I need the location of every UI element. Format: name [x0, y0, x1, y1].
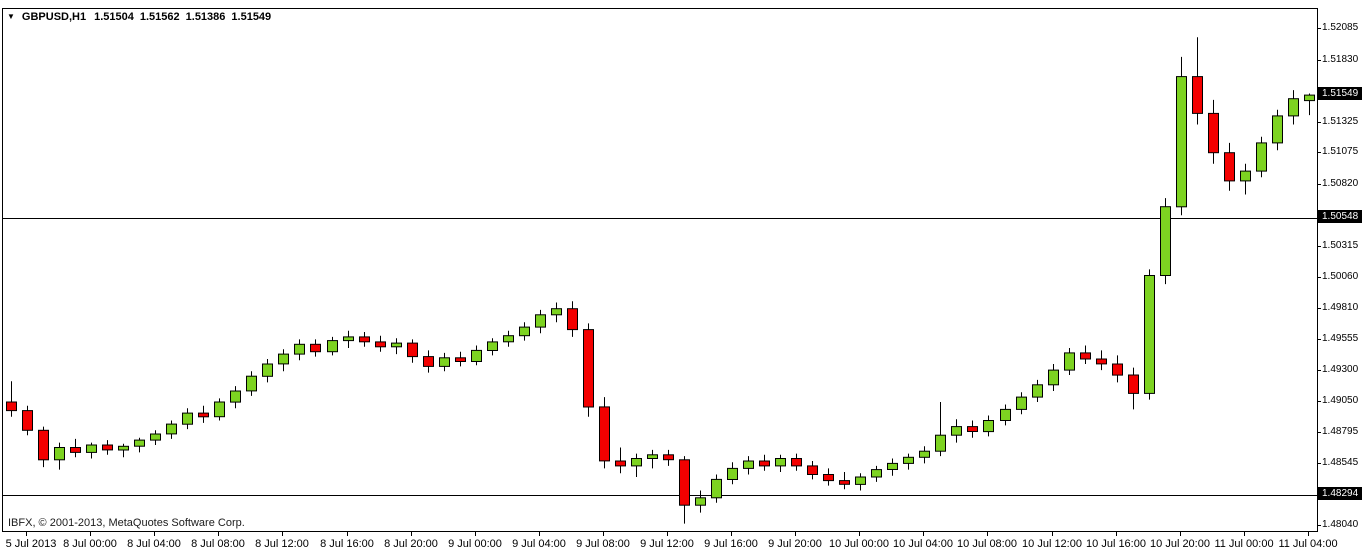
time-axis-tick [475, 532, 476, 536]
time-axis-label: 11 Jul 04:00 [1278, 538, 1338, 550]
chart-plot-area[interactable]: ▼ GBPUSD,H1 1.51504 1.51562 1.51386 1.51… [2, 8, 1318, 532]
time-axis-tick [282, 532, 283, 536]
price-axis-label: 1.50060 [1322, 271, 1359, 282]
candlestick-chart[interactable] [3, 9, 1317, 531]
time-axis-tick [987, 532, 988, 536]
time-axis[interactable]: 5 Jul 2013 8 Jul 00:00 8 Jul 04:00 8 Jul 08… [0, 532, 1362, 557]
price-marker-hline-level: 1.50548 [1318, 210, 1362, 223]
time-axis-tick [90, 532, 91, 536]
price-marker-current-price: 1.51549 [1318, 87, 1362, 100]
time-axis-tick [603, 532, 604, 536]
price-axis-label: 1.50315 [1322, 240, 1359, 251]
time-axis-tick [411, 532, 412, 536]
symbol-timeframe-label: GBPUSD,H1 [21, 11, 87, 23]
price-axis-label: 1.52085 [1322, 22, 1359, 33]
time-axis-tick [859, 532, 860, 536]
price-axis-tick [1318, 28, 1321, 29]
price-axis-label: 1.50820 [1322, 178, 1359, 189]
time-axis-tick [667, 532, 668, 536]
copyright-label: IBFX, © 2001-2013, MetaQuotes Software C… [8, 517, 245, 529]
price-axis-label: 1.49050 [1322, 395, 1359, 406]
time-axis-label: 9 Jul 08:00 [576, 538, 630, 550]
chart-dropdown-icon[interactable]: ▼ [7, 12, 15, 21]
time-axis-tick [1116, 532, 1117, 536]
time-axis-tick [1244, 532, 1245, 536]
time-axis-label: 9 Jul 20:00 [768, 538, 822, 550]
price-axis-tick [1318, 60, 1321, 61]
time-axis-tick [218, 532, 219, 536]
price-axis-tick [1318, 432, 1321, 433]
time-axis-tick [1308, 532, 1309, 536]
time-axis-label: 9 Jul 00:00 [448, 538, 502, 550]
quote-low: 1.51386 [185, 11, 226, 23]
price-axis-tick [1318, 370, 1321, 371]
price-axis-label: 1.51325 [1322, 116, 1359, 127]
quote-close: 1.51549 [231, 11, 272, 23]
time-axis-label: 8 Jul 04:00 [127, 538, 181, 550]
price-axis-tick [1318, 277, 1321, 278]
time-axis-tick [1052, 532, 1053, 536]
time-axis-tick [795, 532, 796, 536]
price-axis-tick [1318, 152, 1321, 153]
price-axis-label: 1.48040 [1322, 519, 1359, 530]
time-axis-label: 9 Jul 16:00 [704, 538, 758, 550]
price-marker-hline-level: 1.48294 [1318, 487, 1362, 500]
time-axis-label: 8 Jul 20:00 [384, 538, 438, 550]
quote-open: 1.51504 [94, 11, 134, 23]
time-axis-label: 8 Jul 08:00 [191, 538, 245, 550]
price-axis-label: 1.48545 [1322, 457, 1359, 468]
time-axis-tick [923, 532, 924, 536]
time-axis-tick [26, 532, 27, 536]
price-axis-label: 1.51075 [1322, 146, 1359, 157]
time-axis-label: 10 Jul 16:00 [1086, 538, 1146, 550]
time-axis-label: 10 Jul 20:00 [1150, 538, 1210, 550]
quote-high: 1.51562 [139, 11, 180, 23]
time-axis-tick [1180, 532, 1181, 536]
time-axis-label: 10 Jul 08:00 [957, 538, 1017, 550]
price-axis-tick [1318, 525, 1321, 526]
time-axis-label: 9 Jul 12:00 [640, 538, 694, 550]
price-axis-label: 1.49555 [1322, 333, 1359, 344]
chart-header: ▼ GBPUSD,H1 1.51504 1.51562 1.51386 1.51… [7, 11, 277, 23]
time-axis-label: 10 Jul 04:00 [893, 538, 953, 550]
price-axis[interactable]: 1.52085 1.51830 1.51325 1.51075 1.50820 1.503… [1318, 8, 1362, 534]
time-axis-tick [347, 532, 348, 536]
time-axis-tick [539, 532, 540, 536]
time-axis-label: 8 Jul 12:00 [255, 538, 309, 550]
price-axis-tick [1318, 122, 1321, 123]
price-axis-tick [1318, 463, 1321, 464]
price-axis-tick [1318, 401, 1321, 402]
time-axis-label: 10 Jul 12:00 [1022, 538, 1082, 550]
price-axis-label: 1.48795 [1322, 426, 1359, 437]
price-axis-label: 1.49810 [1322, 302, 1359, 313]
time-axis-label: 9 Jul 04:00 [512, 538, 566, 550]
price-axis-tick [1318, 184, 1321, 185]
time-axis-tick [731, 532, 732, 536]
time-axis-label: 8 Jul 00:00 [63, 538, 117, 550]
time-axis-tick [154, 532, 155, 536]
price-axis-tick [1318, 339, 1321, 340]
time-axis-label: 10 Jul 00:00 [829, 538, 889, 550]
price-axis-label: 1.51830 [1322, 54, 1359, 65]
time-axis-label: 8 Jul 16:00 [320, 538, 374, 550]
time-axis-label: 11 Jul 00:00 [1214, 538, 1274, 550]
time-axis-label: 5 Jul 2013 [5, 538, 57, 550]
price-axis-label: 1.49300 [1322, 364, 1359, 375]
price-axis-tick [1318, 246, 1321, 247]
price-axis-tick [1318, 308, 1321, 309]
